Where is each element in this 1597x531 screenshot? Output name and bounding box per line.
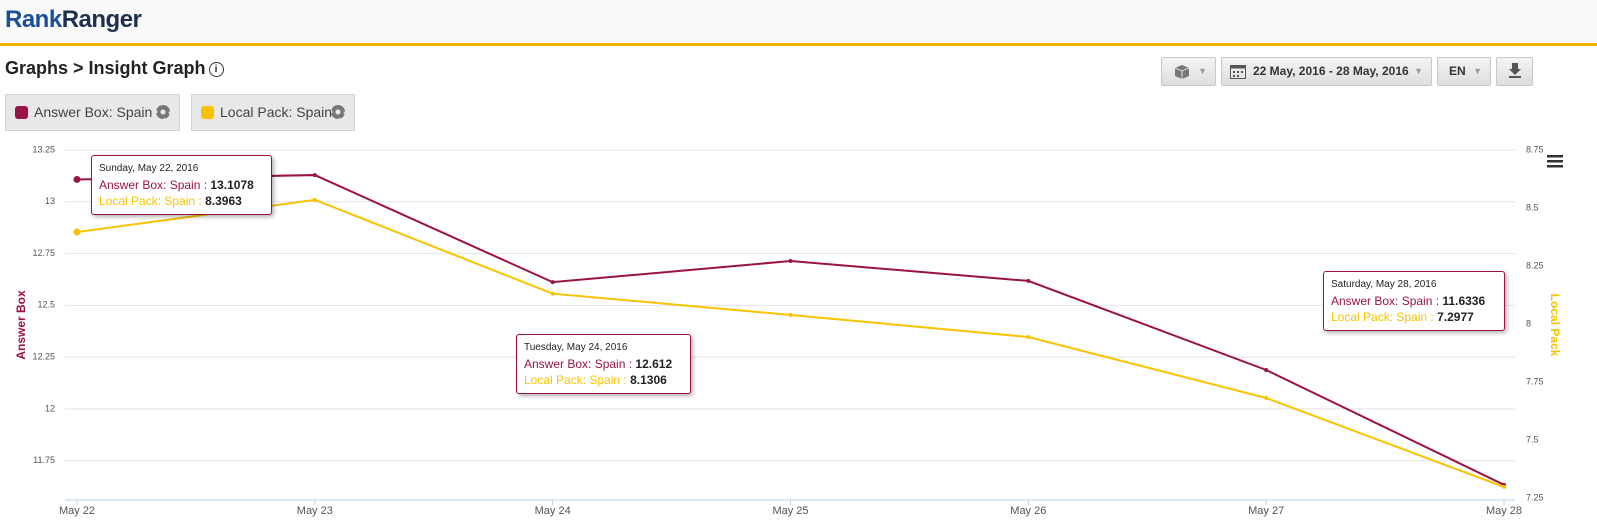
x-tick-label: May 22: [59, 505, 95, 517]
tooltip-row: Answer Box: Spain : 11.6336: [1331, 293, 1497, 309]
y2-tick-label: 7.75: [1526, 376, 1544, 386]
x-tick-label: May 26: [1010, 505, 1046, 517]
tooltip-series: Answer Box: Spain: [524, 357, 626, 371]
language-select[interactable]: EN ▼: [1437, 57, 1491, 86]
point: [788, 312, 793, 317]
tooltip-row: Local Pack: Spain : 8.1306: [524, 372, 683, 388]
date-range: 22 May, 2016 - 28 May, 2016: [1253, 64, 1409, 78]
y2-tick-label: 8.75: [1526, 144, 1544, 154]
tooltip-separator: :: [623, 373, 627, 387]
y-axis-title: Answer Box: [14, 290, 28, 360]
tooltip-row: Answer Box: Spain : 12.612: [524, 356, 683, 372]
series-line: [76, 198, 1505, 488]
tooltip-separator: :: [1430, 310, 1434, 324]
point: [1264, 367, 1269, 372]
tooltip-separator: :: [628, 357, 633, 371]
y-tick-label: 12.75: [32, 248, 55, 258]
tooltip-title: Saturday, May 28, 2016: [1331, 279, 1437, 290]
gear-icon[interactable]: [331, 105, 345, 119]
x-tick-label: May 23: [297, 505, 333, 517]
y2-tick-label: 8.5: [1526, 202, 1539, 212]
calendar-icon: [1230, 65, 1246, 79]
tooltip-series: Answer Box: Spain: [1331, 294, 1433, 308]
view-button[interactable]: ▼: [1161, 57, 1216, 86]
y-tick-label: 13: [45, 196, 55, 206]
y2-tick-label: 7.5: [1526, 434, 1539, 444]
point: [1026, 278, 1031, 283]
legend-label: Local Pack: Spain: [220, 104, 333, 120]
point: [73, 228, 81, 236]
tooltip-row: Local Pack: Spain : 8.3963: [99, 193, 264, 209]
tooltip-value: 13.1078: [210, 178, 254, 192]
y-tick-label: 11.75: [33, 455, 55, 465]
tooltip-separator: :: [1435, 294, 1440, 308]
point: [788, 259, 793, 264]
tooltip-value: 12.612: [635, 357, 673, 371]
logo-part: Ranger: [61, 6, 142, 33]
x-tick-label: May 28: [1486, 505, 1522, 517]
y-tick-label: 12: [45, 403, 55, 413]
y2-tick-label: 8: [1526, 318, 1531, 328]
y2-axis-title: Local Pack: [1548, 294, 1562, 357]
tooltip: Tuesday, May 24, 2016 Answer Box: Spain :…: [516, 334, 691, 394]
tooltip-series: Answer Box: Spain: [99, 178, 201, 192]
y-tick-label: 13.25: [32, 144, 55, 154]
tooltip-title: Tuesday, May 24, 2016: [524, 342, 628, 353]
legend-item[interactable]: Answer Box: Spain: [5, 94, 180, 131]
gear-icon[interactable]: [156, 105, 170, 119]
tooltip: Sunday, May 22, 2016 Answer Box: Spain : …: [91, 155, 272, 215]
tooltip-series: Local Pack: Spain: [1331, 310, 1428, 324]
download-icon: [1509, 63, 1521, 78]
y2-tick-label: 7.25: [1526, 492, 1544, 502]
series-line: [76, 174, 1505, 486]
date-picker[interactable]: 22 May, 2016 - 28 May, 2016 ▼: [1221, 57, 1432, 86]
point: [1502, 482, 1506, 487]
tooltip-value: 8.1306: [630, 373, 667, 387]
tooltip-series: Local Pack: Spain: [99, 194, 196, 208]
point: [1026, 334, 1031, 339]
legend-item[interactable]: Local Pack: Spain: [191, 94, 355, 131]
tooltip-row: Answer Box: Spain : 13.1078: [99, 177, 264, 193]
point: [312, 173, 317, 178]
tooltip-separator: :: [198, 194, 202, 208]
info-icon[interactable]: i: [208, 62, 224, 77]
tooltip-value: 8.3963: [205, 194, 242, 208]
point: [1264, 396, 1269, 401]
logo-part: Rank: [5, 6, 62, 33]
top-bar: RankRanger: [0, 0, 1597, 46]
legend-label: Answer Box: Spain: [34, 104, 153, 120]
point: [1502, 484, 1506, 489]
x-tick-label: May 24: [535, 505, 571, 517]
breadcrumb-text: Graphs > Insight Graph: [5, 58, 206, 78]
y-tick-label: 12.25: [32, 352, 55, 362]
tooltip-title: Sunday, May 22, 2016: [99, 163, 199, 174]
y2-tick-label: 8.25: [1526, 260, 1544, 270]
tooltip-value: 7.2977: [1437, 310, 1474, 324]
logo[interactable]: RankRanger: [5, 6, 142, 34]
point: [550, 280, 555, 285]
point: [312, 197, 317, 202]
legend-swatch: [15, 106, 28, 119]
point: [73, 175, 81, 183]
breadcrumb: Graphs > Insight Graph i: [5, 58, 224, 79]
tooltip: Saturday, May 28, 2016 Answer Box: Spain …: [1323, 271, 1505, 331]
x-tick-label: May 27: [1248, 505, 1284, 517]
x-tick-label: May 25: [772, 505, 808, 517]
legend-swatch: [201, 106, 214, 119]
tooltip-value: 11.6336: [1442, 294, 1486, 308]
point: [550, 291, 555, 296]
tooltip-separator: :: [203, 178, 208, 192]
menu-icon: [1547, 155, 1563, 168]
download-button[interactable]: [1496, 57, 1533, 86]
y-tick-label: 12.5: [37, 300, 55, 310]
language: EN: [1449, 64, 1466, 78]
tooltip-series: Local Pack: Spain: [524, 373, 621, 387]
cube-icon: [1174, 65, 1190, 79]
tooltip-row: Local Pack: Spain : 7.2977: [1331, 309, 1497, 325]
